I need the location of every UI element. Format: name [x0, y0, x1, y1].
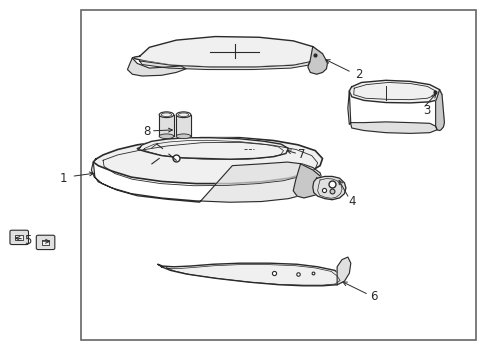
Polygon shape: [176, 115, 190, 136]
Text: 4: 4: [347, 195, 355, 208]
Text: 6: 6: [369, 290, 377, 303]
Bar: [15, 234, 23, 240]
Polygon shape: [137, 138, 288, 159]
Polygon shape: [435, 90, 444, 131]
Ellipse shape: [159, 112, 173, 118]
Text: 1: 1: [59, 172, 67, 185]
Bar: [81, 10, 475, 339]
Polygon shape: [140, 61, 310, 69]
Ellipse shape: [159, 134, 173, 139]
Polygon shape: [93, 138, 322, 184]
Ellipse shape: [176, 112, 190, 118]
Polygon shape: [132, 37, 322, 67]
FancyBboxPatch shape: [36, 235, 55, 249]
FancyBboxPatch shape: [10, 230, 28, 244]
Text: 2: 2: [355, 68, 362, 81]
Polygon shape: [348, 80, 441, 103]
Polygon shape: [293, 164, 325, 198]
Polygon shape: [347, 91, 436, 134]
Polygon shape: [336, 257, 350, 285]
Polygon shape: [127, 58, 185, 76]
Ellipse shape: [176, 134, 190, 139]
Polygon shape: [312, 176, 345, 200]
Text: 3: 3: [423, 104, 430, 117]
Polygon shape: [158, 263, 344, 286]
Bar: [41, 239, 49, 245]
Text: 7: 7: [298, 148, 305, 161]
Polygon shape: [307, 46, 327, 74]
Polygon shape: [159, 115, 173, 136]
Text: 5: 5: [24, 234, 31, 247]
Text: 8: 8: [143, 125, 150, 138]
Polygon shape: [91, 162, 322, 202]
